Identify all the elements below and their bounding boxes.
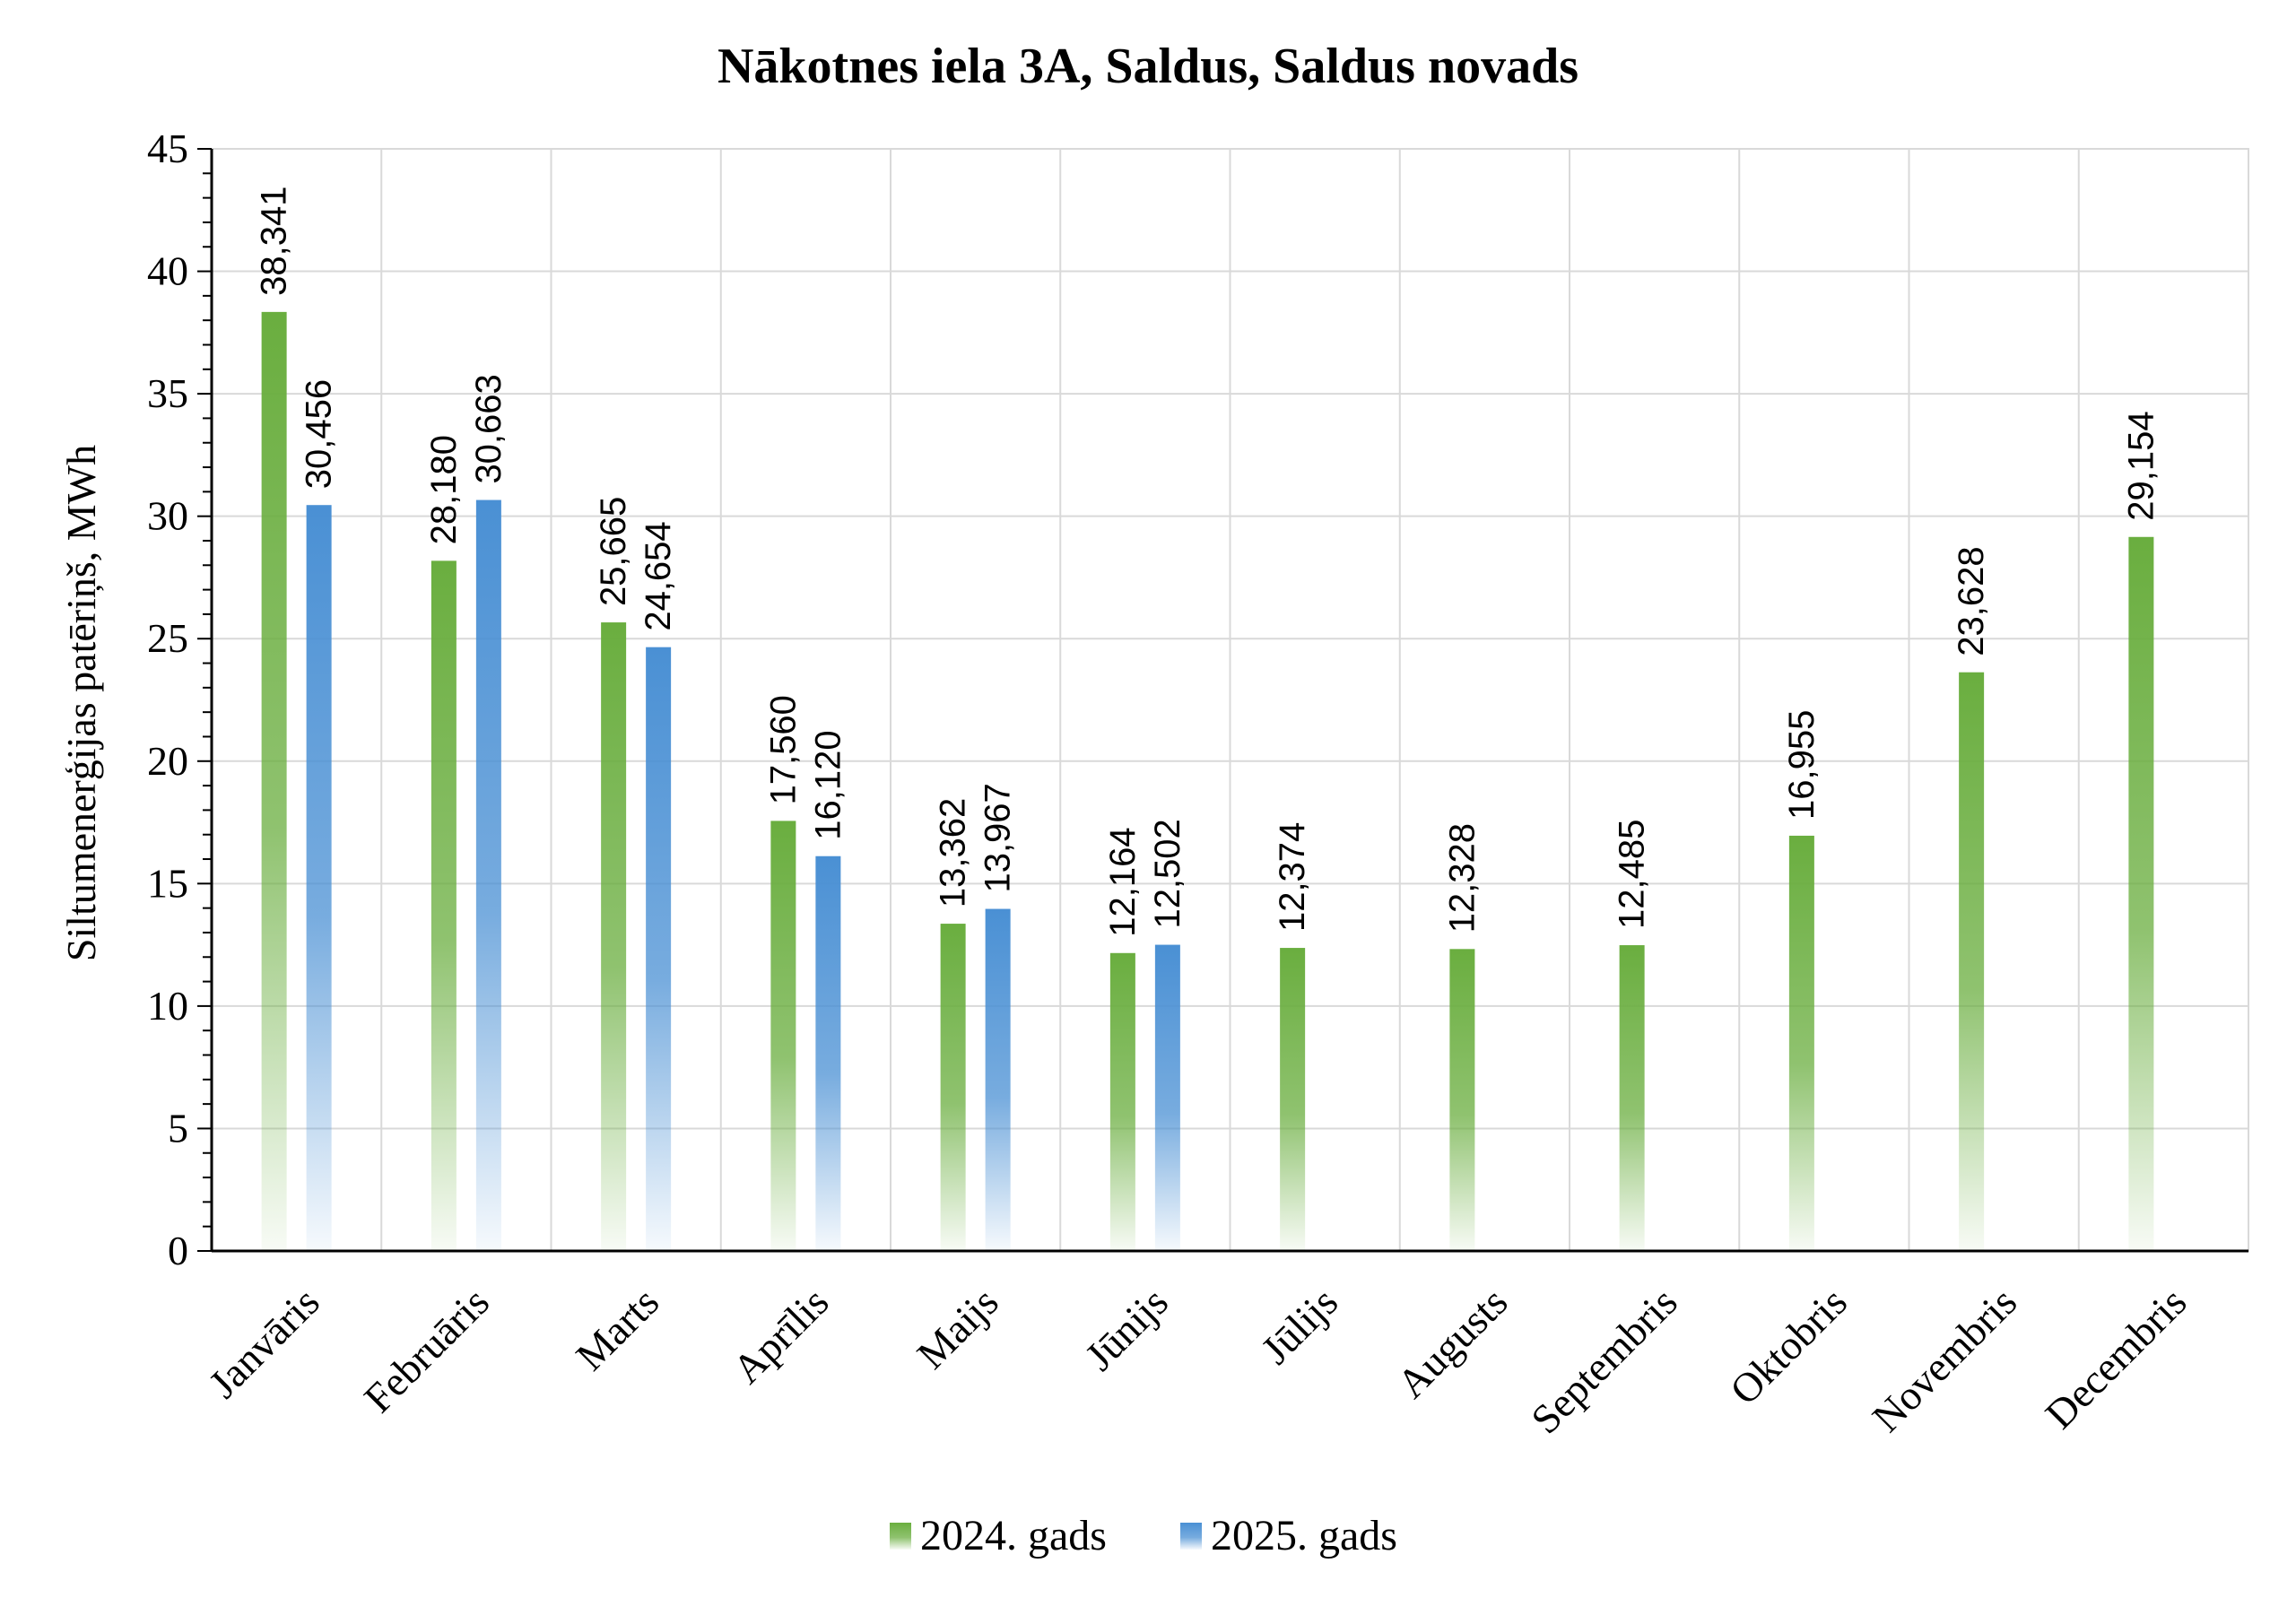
x-tick-label: Jūlijs (1252, 1279, 1346, 1373)
y-tick-label: 10 (147, 983, 188, 1029)
legend: 2024. gads 2025. gads (890, 1512, 1397, 1559)
bar-series-2 (646, 647, 672, 1251)
bar-series-1 (1788, 835, 1814, 1251)
bar-value-label: 12,485 (1613, 820, 1652, 929)
bar-series-1 (940, 924, 966, 1251)
y-tick-label: 20 (147, 738, 188, 784)
y-tick-label: 45 (147, 126, 188, 171)
bar-series-1 (430, 560, 457, 1251)
bar-series-1 (1280, 948, 1306, 1251)
bar-series-1 (601, 622, 627, 1251)
x-tick-label: Februāris (355, 1279, 498, 1421)
bar-value-label: 17,560 (763, 695, 803, 804)
bar-value-label: 16,120 (808, 730, 848, 839)
x-tick-label: Augusts (1388, 1279, 1517, 1407)
y-tick-label: 5 (168, 1105, 188, 1151)
bar-value-label: 16,955 (1782, 710, 1822, 820)
y-tick-label: 15 (147, 860, 188, 906)
x-tick-label: Novembris (1864, 1279, 2026, 1441)
bar-series-1 (1109, 952, 1135, 1251)
axes: 0 5 10 15 20 25 30 35 40 45 Janvāris Februāris Marts… (147, 126, 2248, 1442)
bar-series-1 (1619, 945, 1645, 1251)
bar-value-label: 30,456 (300, 379, 339, 489)
bar-value-label: 12,164 (1103, 827, 1143, 936)
bar-value-label: 29,154 (2121, 411, 2161, 520)
bar-value-label: 12,502 (1148, 819, 1187, 928)
bar-series-1 (1959, 672, 1985, 1251)
bar-series-2 (985, 908, 1011, 1251)
y-tick-label: 35 (147, 370, 188, 416)
bar-series-1 (261, 311, 287, 1251)
bar-value-label: 30,663 (469, 374, 509, 483)
chart-title: Nākotnes iela 3A, Saldus, Saldus novads (718, 39, 1578, 94)
x-tick-label: Janvāris (200, 1279, 328, 1407)
x-tick-label: Septembris (1522, 1279, 1685, 1442)
bar-value-label: 38,341 (255, 187, 294, 296)
legend-swatch-series-2 (1180, 1523, 1202, 1550)
legend-label-series-1: 2024. gads (920, 1512, 1107, 1559)
bar-series-2 (1154, 944, 1180, 1251)
bar-value-label: 12,374 (1273, 822, 1312, 932)
bar-series-2 (815, 855, 841, 1251)
y-axis-label: Siltumenerģijas patēriņš, MWh (58, 445, 104, 961)
bar-series-2 (475, 499, 501, 1251)
x-tick-label: Marts (567, 1279, 667, 1379)
data-labels: 38,341 28,180 25,665 17,560 13,362 12,164 12,3… (255, 187, 2161, 937)
y-tick-label: 0 (168, 1228, 188, 1273)
x-tick-label: Jūnijs (1076, 1279, 1177, 1379)
grid (211, 148, 2249, 1252)
x-tick-label: Decembris (2036, 1279, 2195, 1437)
bar-series-1 (1449, 949, 1475, 1251)
bar-value-label: 23,628 (1952, 546, 1991, 656)
y-tick-label: 30 (147, 493, 188, 539)
x-tick-label: Aprīlis (724, 1279, 837, 1392)
bar-series-1 (770, 821, 796, 1251)
bars (261, 311, 2154, 1251)
bar-value-label: 25,665 (594, 497, 633, 606)
y-tick-label: 25 (147, 615, 188, 661)
legend-label-series-2: 2025. gads (1211, 1512, 1397, 1559)
bar-series-2 (306, 505, 332, 1251)
x-tick-label: Maijs (909, 1279, 1007, 1377)
bar-value-label: 13,967 (978, 783, 1018, 892)
bar-value-label: 12,328 (1442, 823, 1482, 933)
bar-value-label: 28,180 (424, 435, 464, 544)
y-tick-label: 40 (147, 248, 188, 294)
bar-value-label: 13,362 (934, 798, 973, 908)
bar-value-label: 24,654 (639, 521, 678, 630)
x-tick-label: Oktobris (1721, 1279, 1856, 1413)
bar-series-1 (2128, 536, 2154, 1251)
legend-swatch-series-1 (890, 1523, 911, 1550)
